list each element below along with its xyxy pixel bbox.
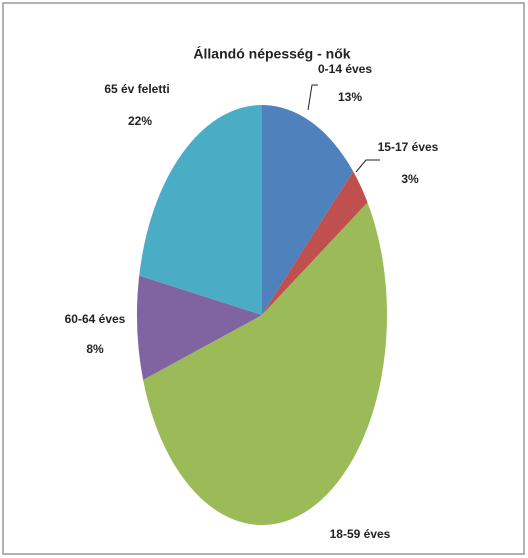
value-label: 13% — [338, 90, 362, 104]
value-label: 8% — [86, 342, 104, 356]
pie-slice — [143, 202, 387, 525]
value-label: 22% — [128, 114, 152, 128]
pie-slice — [139, 105, 262, 315]
leader-line — [307, 84, 318, 111]
pie-slice — [262, 171, 368, 315]
pie-slice — [137, 275, 262, 380]
leader-line — [355, 159, 380, 173]
category-label: 18-59 éves — [330, 527, 391, 541]
pie-slice — [262, 105, 354, 315]
category-label: 0-14 éves — [318, 62, 372, 76]
category-label: 15-17 éves — [378, 140, 439, 154]
value-label: 3% — [401, 172, 419, 186]
category-label: 65 év feletti — [104, 82, 169, 96]
chart-title: Állandó népesség - nők — [193, 46, 350, 62]
category-label: 60-64 éves — [65, 312, 126, 326]
pie — [137, 105, 387, 525]
